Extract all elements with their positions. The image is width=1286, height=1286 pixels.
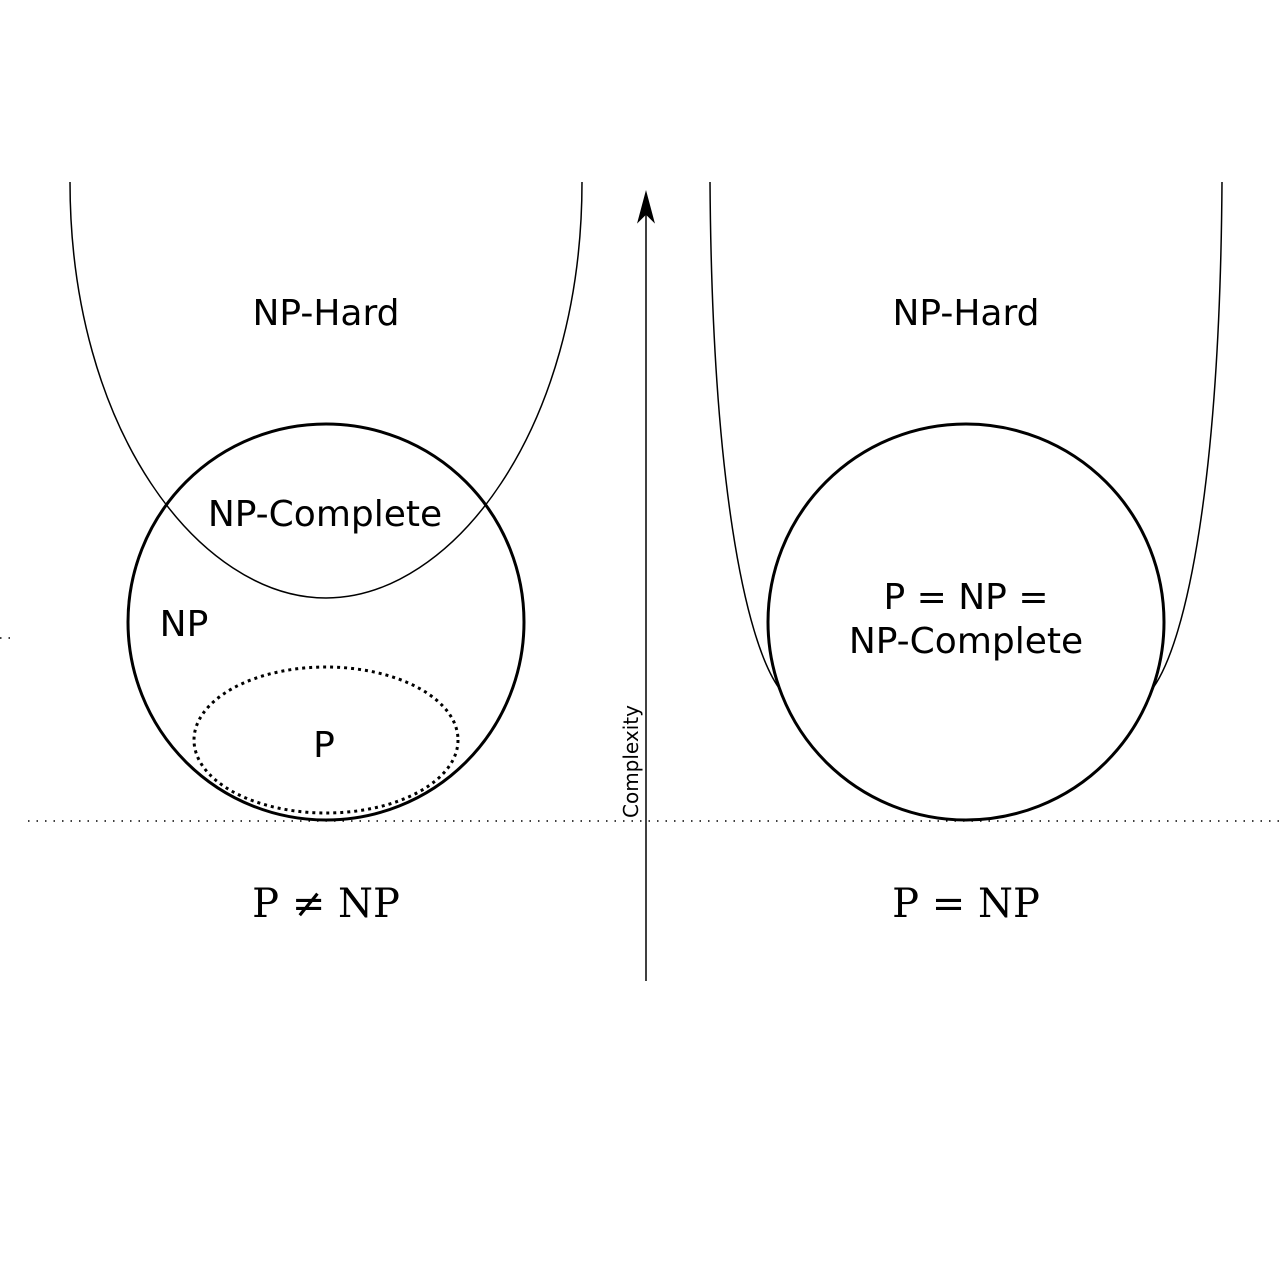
p-neq-np-caption: P ≠ NP bbox=[252, 881, 400, 927]
np-hard-curve-right bbox=[709, 181, 1223, 689]
p-ellipse bbox=[192, 665, 460, 815]
right-panel: NP-Hard P = NP = NP-Complete P = NP bbox=[709, 181, 1223, 927]
merged-label-line2: NP-Complete bbox=[849, 621, 1083, 662]
np-hard-label-right: NP-Hard bbox=[893, 293, 1040, 334]
p-label: P bbox=[313, 725, 335, 766]
axis-arrowhead-icon bbox=[637, 190, 655, 224]
p-eq-np-caption: P = NP bbox=[892, 881, 1040, 927]
left-panel: NP-Hard NP-Complete NP P P ≠ NP bbox=[69, 181, 583, 927]
merged-label-line1: P = NP = bbox=[883, 577, 1048, 618]
np-label: NP bbox=[160, 604, 209, 645]
np-circle bbox=[126, 422, 526, 822]
np-complete-label: NP-Complete bbox=[208, 494, 442, 535]
merged-circle bbox=[766, 422, 1166, 822]
np-hard-curve-left bbox=[69, 181, 583, 599]
axis-label: Complexity bbox=[619, 705, 643, 818]
complexity-axis: Complexity bbox=[619, 190, 655, 981]
np-hard-label-left: NP-Hard bbox=[253, 293, 400, 334]
